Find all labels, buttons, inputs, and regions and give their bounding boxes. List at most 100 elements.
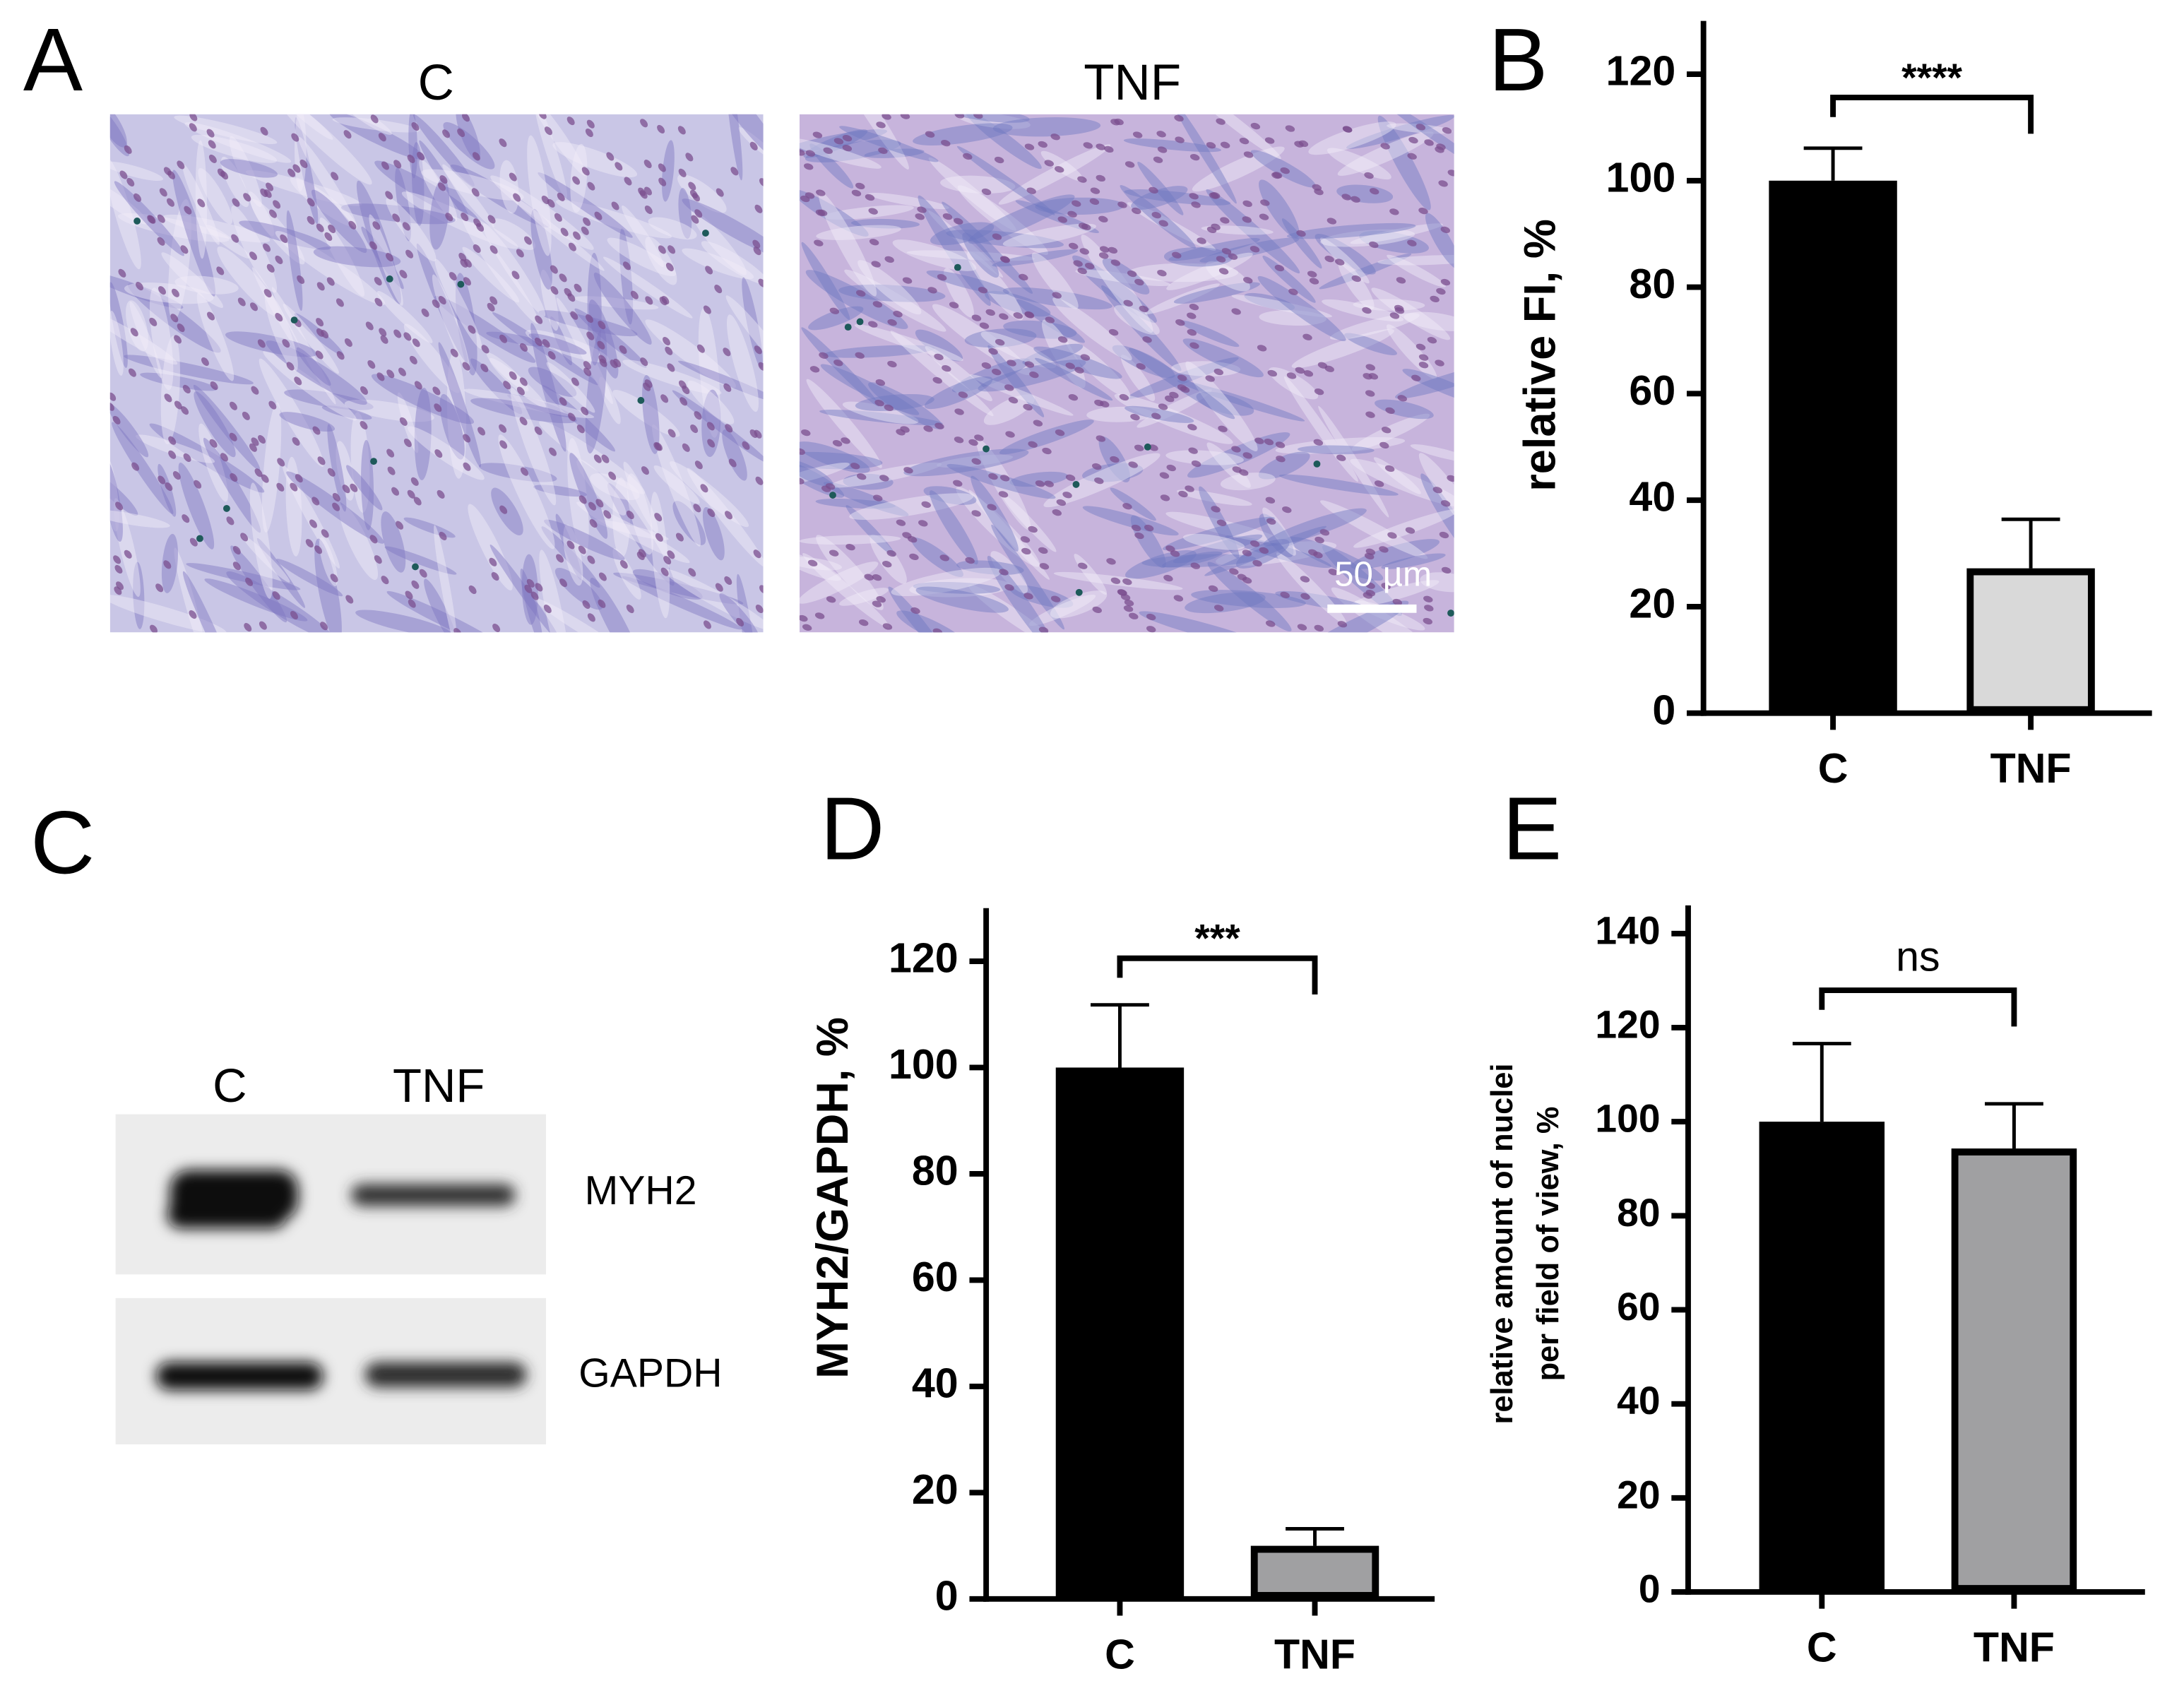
nucleus xyxy=(449,272,457,281)
nucleus xyxy=(1084,263,1095,270)
cell xyxy=(491,218,536,250)
y-axis-label: per field of view, % xyxy=(1531,1107,1565,1382)
cell xyxy=(1425,213,1454,270)
nucleus xyxy=(1327,218,1337,225)
nucleus xyxy=(1124,599,1134,607)
cell xyxy=(1075,269,1170,287)
nucleus xyxy=(715,583,723,592)
band xyxy=(350,1184,516,1206)
cell xyxy=(702,506,725,561)
cell xyxy=(321,405,372,420)
cell xyxy=(290,177,357,227)
nucleus xyxy=(907,536,918,543)
stain-spot xyxy=(1447,610,1454,617)
bar xyxy=(1055,1067,1185,1599)
cell xyxy=(799,189,869,237)
nucleus xyxy=(571,377,579,386)
cell xyxy=(1180,320,1240,347)
nucleus xyxy=(263,289,272,298)
cell xyxy=(650,492,670,619)
cell xyxy=(1205,261,1250,292)
nucleus xyxy=(411,580,420,589)
nucleus xyxy=(1110,259,1121,266)
nucleus xyxy=(601,454,610,463)
nucleus xyxy=(903,467,913,474)
cell xyxy=(999,420,1094,455)
nucleus xyxy=(261,474,269,483)
bar xyxy=(1250,1545,1379,1599)
nucleus xyxy=(542,339,550,348)
nucleus xyxy=(1389,312,1400,319)
nucleus xyxy=(1221,248,1232,255)
nucleus xyxy=(468,325,476,334)
significance-bracket xyxy=(1830,95,2034,134)
nucleus xyxy=(1392,598,1403,606)
nucleus xyxy=(1242,452,1252,459)
nucleus xyxy=(263,243,271,252)
nucleus xyxy=(675,533,684,542)
nucleus xyxy=(320,622,328,631)
nucleus xyxy=(799,477,805,485)
nucleus xyxy=(1175,136,1185,143)
cell xyxy=(527,135,552,256)
nucleus xyxy=(1220,141,1230,148)
cell xyxy=(1162,516,1275,551)
nucleus xyxy=(1362,307,1372,314)
nucleus xyxy=(1020,536,1031,543)
x-tick-label: TNF xyxy=(1990,744,2072,792)
y-tick-label: 40 xyxy=(1629,473,1675,521)
nucleus xyxy=(189,123,197,132)
nucleus xyxy=(174,400,182,410)
nucleus xyxy=(850,463,860,470)
nucleus xyxy=(1100,400,1110,408)
nucleus xyxy=(124,550,132,559)
nucleus xyxy=(1405,527,1416,534)
nucleus xyxy=(414,381,422,390)
nucleus xyxy=(1427,337,1437,344)
nucleus xyxy=(1447,170,1454,177)
nucleus xyxy=(232,562,241,571)
y-tick-label: 80 xyxy=(1629,260,1675,307)
nucleus xyxy=(630,290,639,299)
nucleus xyxy=(1110,577,1121,584)
nucleus xyxy=(1436,287,1446,295)
cell xyxy=(492,312,599,386)
cell xyxy=(109,509,170,528)
cell xyxy=(1182,533,1245,550)
nucleus xyxy=(1158,403,1168,410)
nucleus xyxy=(386,253,394,262)
y-tick-label: 140 xyxy=(1595,908,1660,952)
nucleus xyxy=(816,189,826,196)
nucleus xyxy=(900,114,910,119)
nucleus xyxy=(1108,328,1119,336)
nucleus xyxy=(229,432,237,441)
nucleus xyxy=(1042,447,1052,455)
nucleus xyxy=(802,624,812,631)
nucleus xyxy=(1038,141,1048,148)
cell xyxy=(1235,539,1290,569)
nucleus xyxy=(1104,145,1114,153)
nucleus xyxy=(1065,362,1075,369)
nucleus xyxy=(971,314,982,321)
y-tick-label: 120 xyxy=(1595,1003,1660,1047)
cell xyxy=(443,121,495,170)
cell xyxy=(842,401,919,424)
nucleus xyxy=(130,328,138,337)
nucleus xyxy=(1368,373,1379,380)
nucleus xyxy=(754,345,762,355)
cell xyxy=(336,441,355,501)
nucleus xyxy=(257,339,266,348)
nucleus xyxy=(1189,303,1199,311)
nucleus xyxy=(1440,500,1451,507)
nucleus xyxy=(1159,472,1170,479)
nucleus xyxy=(705,266,713,275)
nucleus xyxy=(461,213,469,222)
cell xyxy=(691,210,747,275)
cell xyxy=(913,581,1001,594)
nucleus xyxy=(439,175,448,184)
stain-spot xyxy=(829,492,836,499)
nucleus xyxy=(1129,612,1139,619)
panel-label: E xyxy=(1502,779,1562,879)
nucleus xyxy=(280,234,288,243)
nucleus xyxy=(1144,524,1154,532)
